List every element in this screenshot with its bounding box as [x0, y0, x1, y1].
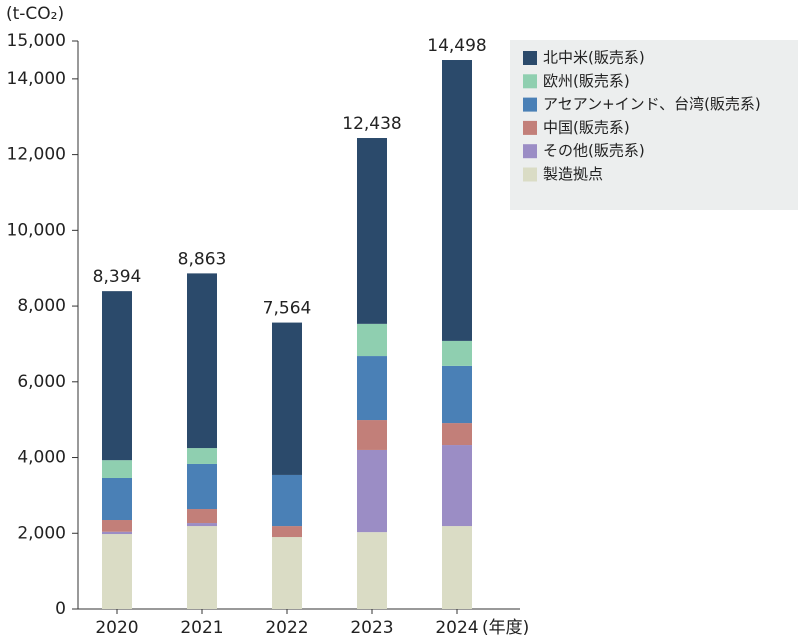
- bar-segment: [357, 532, 387, 609]
- x-axis-unit: (年度): [482, 618, 529, 638]
- legend-box: [510, 40, 798, 210]
- y-tick-label: 8,000: [17, 296, 66, 316]
- bar-segment: [187, 523, 217, 527]
- legend-label: 欧州(販売系): [543, 72, 630, 90]
- bar-segment: [102, 534, 132, 609]
- bar-segment: [102, 460, 132, 478]
- x-tick-label: 2023: [350, 618, 393, 638]
- legend-label: 中国(販売系): [543, 118, 630, 136]
- bar-segment: [187, 448, 217, 464]
- total-label: 12,438: [342, 114, 401, 134]
- bar-segment: [442, 365, 472, 424]
- bar-segment: [357, 449, 387, 533]
- x-tick-label: 2024: [435, 618, 478, 638]
- bar-segment: [187, 463, 217, 510]
- legend-swatch: [523, 97, 537, 112]
- y-tick-label: 4,000: [17, 448, 66, 468]
- x-tick-label: 2020: [95, 618, 138, 638]
- bar-segment: [272, 322, 302, 475]
- total-label: 8,394: [93, 267, 142, 287]
- bar-segment: [272, 526, 302, 538]
- bar-segment: [187, 509, 217, 524]
- total-label: 8,863: [178, 249, 227, 269]
- total-label: 14,498: [427, 36, 486, 56]
- legend-swatch: [523, 74, 537, 89]
- bar-segment: [272, 537, 302, 609]
- bar-segment: [187, 526, 217, 609]
- legend-swatch: [523, 167, 537, 182]
- y-tick-label: 10,000: [7, 220, 66, 240]
- bar-segment: [442, 526, 472, 609]
- bar-segment: [187, 273, 217, 449]
- y-tick-label: 12,000: [7, 145, 66, 165]
- bar-segment: [102, 291, 132, 461]
- legend-swatch: [523, 144, 537, 159]
- total-label: 7,564: [263, 299, 312, 319]
- x-tick-label: 2022: [265, 618, 308, 638]
- bar-segment: [442, 60, 472, 341]
- legend-swatch: [523, 51, 537, 65]
- bar-segment: [272, 474, 302, 527]
- bar-segment: [357, 356, 387, 421]
- bar-segment: [442, 445, 472, 527]
- y-tick-label: 0: [55, 599, 66, 619]
- legend-label: アセアン+インド、台湾(販売系): [543, 95, 761, 113]
- bar-segment: [357, 323, 387, 357]
- legend-label: その他(販売系): [543, 142, 645, 160]
- y-tick-label: 6,000: [17, 372, 66, 392]
- legend-label: 製造拠点: [543, 165, 603, 183]
- x-tick-label: 2021: [180, 618, 223, 638]
- bar-segment: [442, 423, 472, 446]
- y-tick-label: 14,000: [7, 69, 66, 89]
- bar-segment: [102, 531, 132, 535]
- bar-segment: [357, 138, 387, 324]
- bar-segment: [442, 340, 472, 366]
- bar-segment: [102, 477, 132, 521]
- y-tick-label: 2,000: [17, 523, 66, 543]
- y-tick-label: 15,000: [7, 31, 66, 51]
- bar-segment: [102, 520, 132, 532]
- bar-segment: [357, 420, 387, 450]
- legend-label: 北中米(販売系): [543, 49, 645, 67]
- legend-swatch: [523, 120, 537, 135]
- y-axis-label: (t-CO₂): [6, 4, 64, 24]
